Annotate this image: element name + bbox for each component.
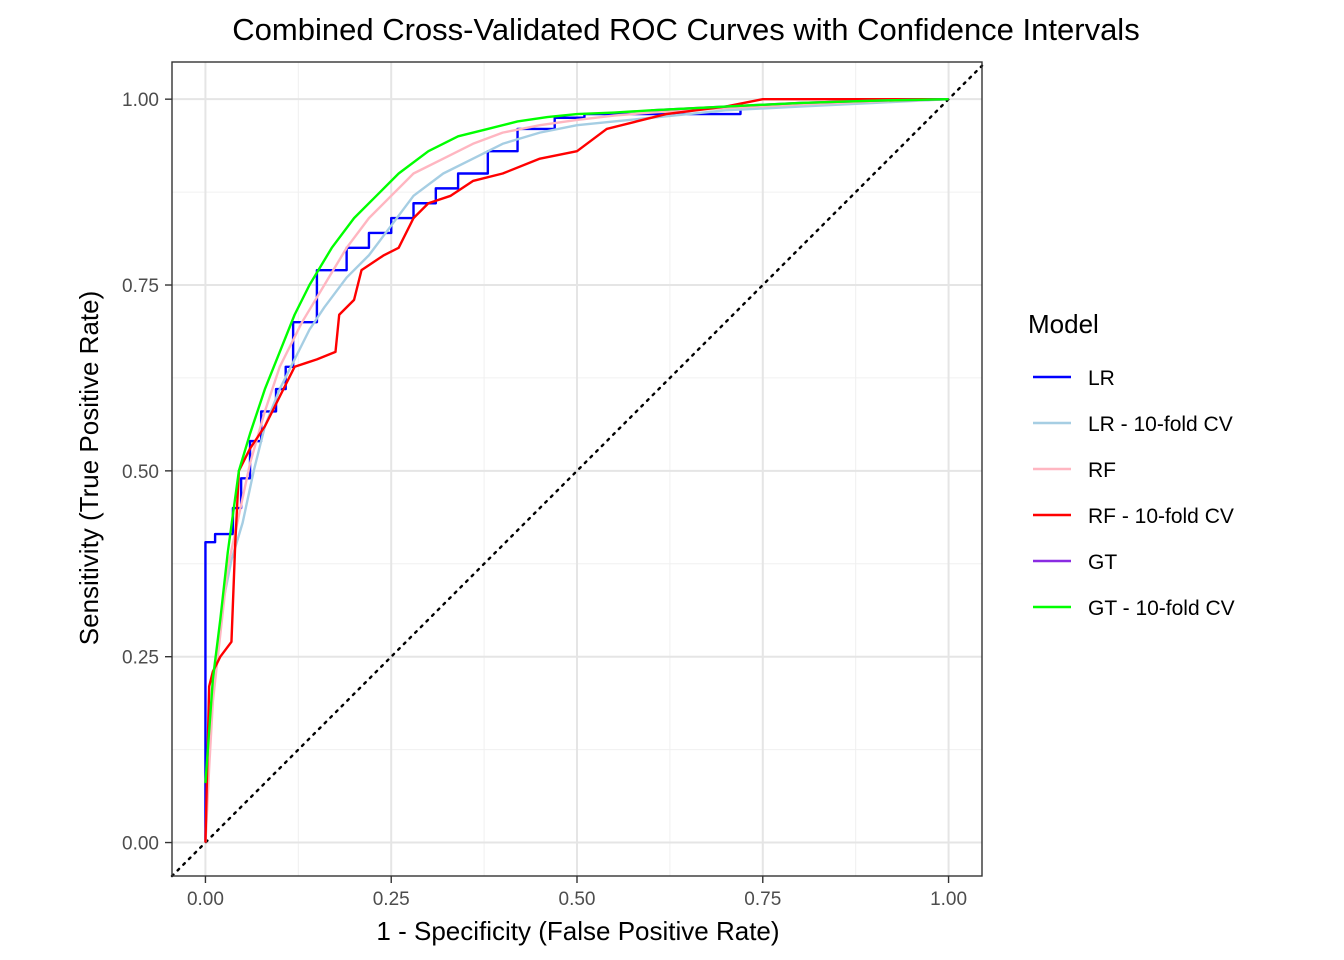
y-axis-title: Sensitivity (True Positive Rate) [74, 291, 104, 645]
legend-label-5: GT - 10-fold CV [1088, 597, 1235, 620]
series-line-1 [204, 97, 949, 843]
x-tick-label: 0.50 [559, 889, 596, 910]
series-line-5 [204, 97, 949, 784]
legend-label-4: GT [1088, 551, 1117, 574]
y-tick-label: 1.00 [122, 90, 159, 111]
grid-major [172, 62, 982, 876]
legend: Model LR LR - 10-fold CV RF RF - 10-fold CV… [1028, 309, 1235, 620]
y-tick-label: 0.25 [122, 648, 159, 669]
chart-title: Combined Cross-Validated ROC Curves with… [232, 12, 1139, 47]
series-line-0 [204, 97, 949, 843]
legend-title: Model [1028, 309, 1099, 339]
legend-label-0: LR [1088, 367, 1115, 390]
y-tick-label: 0.00 [122, 834, 159, 855]
legend-label-2: RF [1088, 459, 1116, 482]
x-axis-title: 1 - Specificity (False Positive Rate) [376, 916, 779, 946]
x-tick-label: 0.75 [744, 889, 781, 910]
legend-label-3: RF - 10-fold CV [1088, 505, 1234, 528]
legend-label-1: LR - 10-fold CV [1088, 413, 1233, 436]
reference-line-group [170, 64, 984, 878]
x-tick-label: 0.00 [187, 889, 224, 910]
x-axis-ticks: 0.00 0.25 0.50 0.75 1.00 [187, 876, 967, 910]
y-tick-label: 0.50 [122, 462, 159, 483]
y-tick-label: 0.75 [122, 276, 159, 297]
x-tick-label: 1.00 [930, 889, 967, 910]
series-lines [204, 97, 949, 843]
x-tick-label: 0.25 [373, 889, 410, 910]
series-line-2 [204, 97, 949, 843]
reference-diagonal-line [170, 64, 984, 878]
y-axis-ticks: 0.00 0.25 0.50 0.75 1.00 [122, 90, 172, 855]
series-line-3 [204, 97, 949, 843]
